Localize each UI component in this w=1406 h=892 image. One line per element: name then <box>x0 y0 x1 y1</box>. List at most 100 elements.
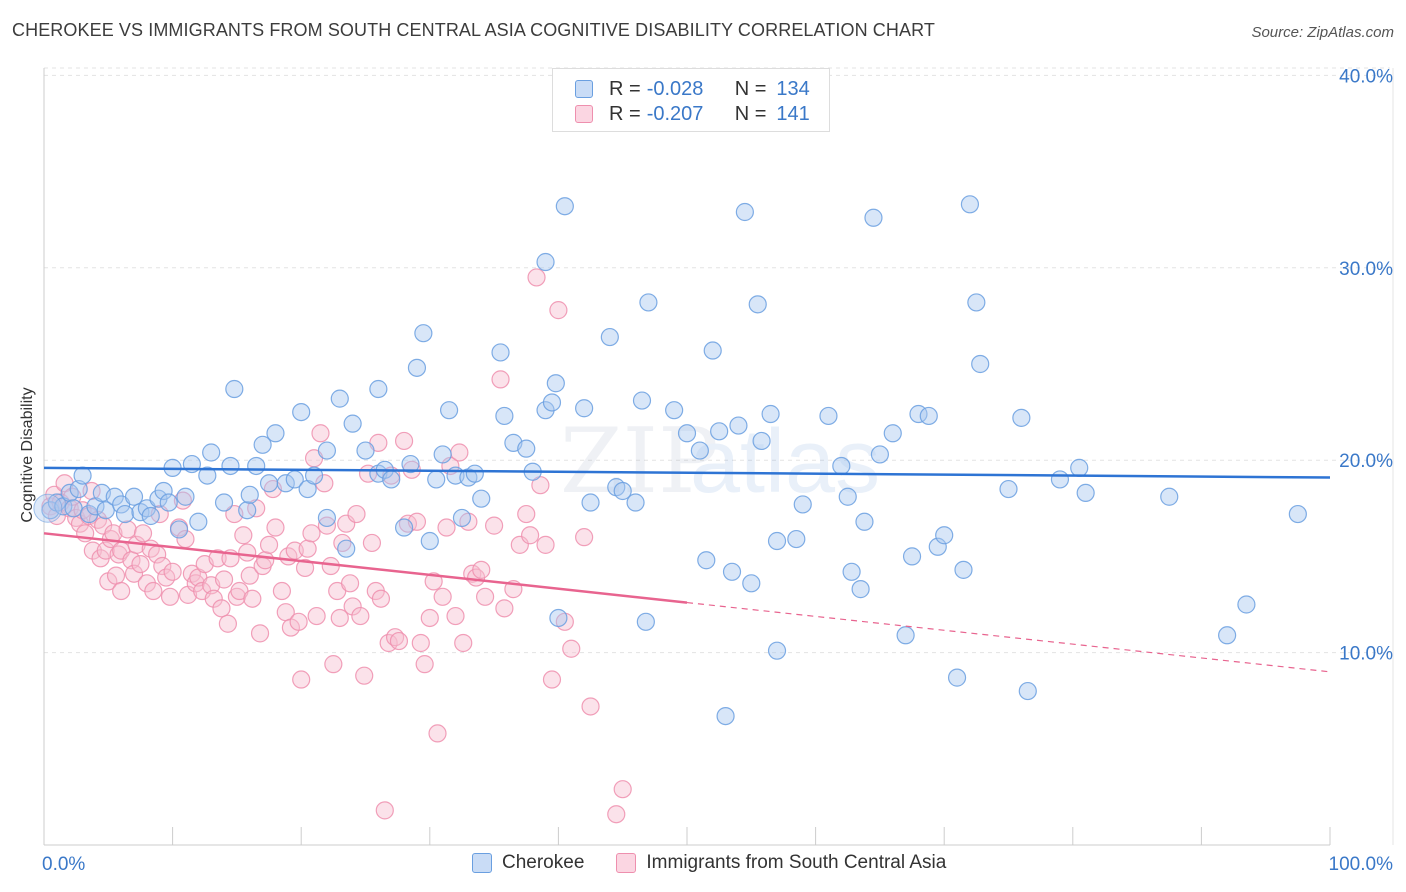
immigrants-point <box>292 670 311 689</box>
cherokee-point <box>176 487 195 506</box>
correlation-legend: R = -0.028 N = 134 R = -0.207 N = 141 <box>552 68 830 132</box>
cherokee-point <box>253 435 272 454</box>
cherokee-point <box>742 574 761 593</box>
cherokee-point <box>767 641 787 660</box>
immigrants-point <box>94 516 113 535</box>
cherokee-point <box>748 295 767 314</box>
immigrants-point <box>542 670 562 689</box>
cherokee-point <box>967 293 986 312</box>
cherokee-point <box>838 487 857 506</box>
immigrants-point <box>243 589 262 608</box>
immigrants-point <box>437 518 456 537</box>
cherokee-point <box>575 399 594 418</box>
immigrants-point <box>324 655 343 674</box>
cherokee-point <box>439 401 459 420</box>
cherokee-point <box>69 479 88 499</box>
n-label: N = <box>734 102 767 125</box>
cherokee-point <box>729 416 748 435</box>
immigrants-point <box>250 624 270 643</box>
series-legend: Cherokee Immigrants from South Central A… <box>472 852 978 874</box>
cherokee-point <box>832 456 851 476</box>
immigrants-point <box>491 370 510 389</box>
cherokee-point <box>954 560 973 579</box>
legend-label-immigrants: Immigrants from South Central Asia <box>646 852 947 873</box>
cherokee-point <box>883 424 902 443</box>
n-value: 141 <box>776 102 810 125</box>
cherokee-point <box>761 404 780 424</box>
y-tick-label: 10.0% <box>1339 644 1393 665</box>
cherokee-point <box>632 391 652 410</box>
immigrants-point <box>531 476 550 495</box>
cherokee-point <box>427 470 446 489</box>
cherokee-point <box>710 422 729 441</box>
immigrants-legend-swatch <box>616 853 637 873</box>
legend-item-immigrants[interactable]: Immigrants from South Central Asia <box>616 852 946 874</box>
cherokee-point <box>1160 487 1179 506</box>
cherokee-point <box>665 401 684 420</box>
cherokee-point <box>401 454 420 474</box>
cherokee-point <box>919 406 938 426</box>
immigrants-point <box>124 564 144 583</box>
immigrants-point <box>420 608 439 628</box>
cherokee-point <box>189 512 208 531</box>
cherokee-point <box>330 389 349 408</box>
cherokee-point <box>452 508 472 528</box>
immigrants-point <box>238 543 257 562</box>
cherokee-point <box>337 539 356 558</box>
cherokee-point <box>64 499 83 518</box>
immigrants-point <box>562 639 581 658</box>
immigrants-point <box>485 516 504 535</box>
cherokee-point <box>902 547 922 566</box>
cherokee-point <box>240 485 259 504</box>
cherokee-point <box>276 474 295 493</box>
immigrants-point <box>351 606 370 626</box>
cherokee-point <box>1050 470 1070 489</box>
legend-row-cherokee: R = -0.028 N = 134 <box>575 77 810 101</box>
immigrants-point <box>133 524 153 543</box>
cherokee-point <box>549 608 568 628</box>
immigrants-point <box>362 533 382 553</box>
grid-lines <box>44 67 1390 654</box>
immigrants-point <box>581 697 600 716</box>
cherokee-point <box>517 439 536 458</box>
cherokee-point <box>677 424 697 443</box>
immigrants-point <box>495 599 514 618</box>
cherokee-point <box>238 501 257 520</box>
chart-title: CHEROKEE VS IMMIGRANTS FROM SOUTH CENTRA… <box>12 20 935 40</box>
immigrants-point <box>472 560 491 579</box>
immigrants-point <box>83 541 102 560</box>
immigrants-point <box>315 474 334 493</box>
axes <box>43 68 1394 846</box>
cherokee-point <box>266 424 285 443</box>
immigrants-swatch <box>575 105 593 123</box>
immigrants-point <box>266 518 285 537</box>
r-value: -0.028 <box>646 77 704 100</box>
legend-label-cherokee: Cherokee <box>502 852 585 873</box>
immigrants-point <box>295 558 315 578</box>
cherokee-point <box>960 195 980 214</box>
cherokee-point <box>382 470 401 489</box>
legend-row-immigrants: R = -0.207 N = 141 <box>575 102 810 126</box>
immigrants-point <box>144 581 163 601</box>
cherokee-point <box>613 481 632 501</box>
immigrants-point <box>375 801 394 820</box>
immigrants-point <box>163 562 182 581</box>
cherokee-point <box>159 493 178 512</box>
immigrants-trend-line <box>43 532 688 604</box>
cherokee-point <box>292 402 311 422</box>
cherokee-point <box>169 520 189 539</box>
cherokee-point <box>317 441 337 460</box>
cherokee-point <box>690 441 709 460</box>
cherokee-point <box>1018 681 1037 701</box>
immigrants-point <box>272 581 292 601</box>
cherokee-point <box>247 456 266 476</box>
immigrants-point <box>307 606 326 626</box>
immigrants-point <box>330 608 349 628</box>
cherokee-point <box>870 445 890 464</box>
immigrants-point <box>118 520 137 539</box>
immigrants-point <box>347 504 366 524</box>
cherokee-point <box>716 706 735 726</box>
cherokee-point <box>420 531 439 551</box>
cherokee-point <box>202 443 221 462</box>
legend-item-cherokee[interactable]: Cherokee <box>472 852 584 874</box>
